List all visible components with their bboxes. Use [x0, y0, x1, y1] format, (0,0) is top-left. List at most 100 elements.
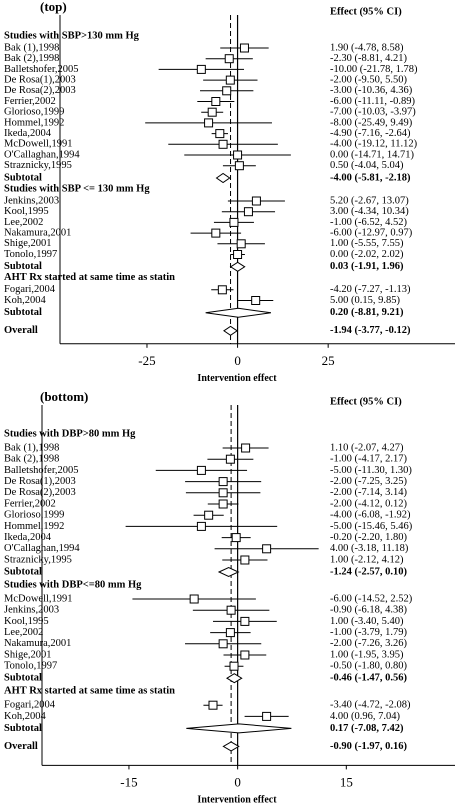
- subtotal-label: 0.17 (-7.08, 7.42): [330, 723, 404, 734]
- study-name: McDowell,1991: [4, 593, 73, 604]
- study-name: Nakamura,2001: [4, 228, 71, 239]
- study-box: [234, 161, 244, 171]
- subtotal-diamond: [215, 172, 231, 184]
- study-name: Fogari,2004: [4, 700, 56, 711]
- group-heading: Studies with DBP<=80 mm Hg: [4, 579, 142, 590]
- study-box: [196, 465, 206, 475]
- effect-label: -4.00 (-6.08, -1.92): [330, 510, 411, 521]
- study-name: Balletshofer,2005: [4, 465, 79, 476]
- study-name: Shige,2001: [4, 238, 52, 249]
- x-tick-label: 0: [234, 353, 241, 368]
- study-box: [240, 555, 250, 565]
- effect-label: -3.00 (-10.36, 4.36): [330, 85, 413, 96]
- study-name: Straznicky,1995: [4, 160, 72, 171]
- study-name: Ferrier,2002: [4, 498, 56, 509]
- effect-label: 1.90 (-4.78, 8.58): [330, 42, 404, 53]
- study-name: Shige,2001: [4, 649, 52, 660]
- study-box: [218, 488, 228, 498]
- study-box: [211, 228, 221, 238]
- subtotal-name: Subtotal: [4, 172, 42, 183]
- study-box: [243, 207, 253, 217]
- effect-label: 5.20 (-2.67, 13.07): [330, 195, 409, 206]
- group-heading: Studies with DBP>80 mm Hg: [4, 428, 136, 439]
- x-tick-label: -15: [120, 774, 137, 789]
- effect-label: -2.00 (-7.26, 3.26): [330, 638, 407, 649]
- effect-label: -6.00 (-14.52, 2.52): [330, 593, 413, 604]
- subtotal-name: Subtotal: [4, 261, 42, 272]
- study-box: [207, 107, 217, 117]
- study-name: Fogari,2004: [4, 284, 56, 295]
- subtotal-diamond: [229, 261, 246, 272]
- study-name: Kool,1995: [4, 206, 49, 217]
- study-name: Lee,2002: [4, 627, 43, 638]
- effect-label: -0.90 (-6.18, 4.38): [330, 605, 407, 616]
- study-box: [218, 499, 228, 509]
- study-name: Tonolo,1997: [4, 661, 57, 672]
- study-name: O'Callaghan,1994: [4, 149, 80, 160]
- effect-label: -2.00 (-4.12, 0.12): [330, 498, 407, 509]
- effect-label: 4.00 (0.96, 7.04): [330, 711, 400, 722]
- study-box: [241, 443, 251, 453]
- study-box: [251, 196, 261, 206]
- study-box: [239, 43, 249, 53]
- effect-label: -4.90 (-7.16, -2.64): [330, 128, 411, 139]
- study-name: Lee,2002: [4, 217, 43, 228]
- overall-name: Overall: [4, 325, 38, 336]
- study-name: Balletshofer,2005: [4, 64, 79, 75]
- study-name: Kool,1995: [4, 616, 49, 627]
- x-tick-label: 15: [340, 774, 353, 789]
- study-name: Ferrier,2002: [4, 96, 56, 107]
- subtotal-label: -4.00 (-5.81, -2.18): [330, 172, 411, 183]
- effect-label: -2.00 (-7.14, 3.14): [330, 487, 407, 498]
- study-name: Glorioso,1999: [4, 107, 64, 118]
- study-box: [231, 533, 241, 543]
- effect-label: 1.00 (-2.12, 4.12): [330, 554, 404, 565]
- study-box: [233, 150, 243, 160]
- overall-diamond: [222, 741, 240, 752]
- study-name: Jenkins,2003: [4, 195, 59, 206]
- effect-label: 5.00 (0.15, 9.85): [330, 295, 400, 306]
- effect-label: -1.00 (-3.79, 1.79): [330, 627, 407, 638]
- x-axis-label: Intervention effect: [197, 373, 277, 384]
- subtotal-name: Subtotal: [4, 673, 42, 684]
- study-box: [262, 711, 272, 721]
- study-name: Hommel,1992: [4, 521, 64, 532]
- effect-label: -8.00 (-25.49, 9.49): [330, 117, 413, 128]
- effect-label: 0.00 (-14.71, 14.71): [330, 149, 414, 160]
- effect-label: 1.00 (-5.55, 7.55): [330, 238, 404, 249]
- study-name: Bak (1),1998: [4, 442, 59, 453]
- effect-label: 0.50 (-4.04, 5.04): [330, 160, 404, 171]
- study-box: [211, 97, 221, 106]
- study-name: Ikeda,2004: [4, 128, 52, 139]
- effect-label: -6.00 (-12.97, 0.97): [330, 228, 413, 239]
- study-name: De Rosa(2),2003: [4, 487, 76, 498]
- study-box: [222, 86, 232, 96]
- overall-label: -1.94 (-3.77, -0.12): [330, 325, 411, 336]
- study-box: [240, 650, 250, 660]
- study-box: [240, 616, 250, 626]
- subtotal-name: Subtotal: [4, 723, 42, 734]
- panel-title: (top): [40, 0, 67, 14]
- x-tick-label: 25: [322, 353, 335, 368]
- group-heading: AHT Rx started at same time as statin: [4, 272, 175, 283]
- panel-title: (bottom): [40, 389, 88, 404]
- subtotal-diamond: [226, 673, 243, 684]
- effect-label: -2.00 (-9.50, 5.50): [330, 75, 407, 86]
- study-box: [196, 64, 206, 74]
- study-box: [225, 75, 235, 85]
- effect-label: -6.00 (-11.11, -0.89): [330, 96, 415, 107]
- effect-label: -2.00 (-7.25, 3.25): [330, 476, 407, 487]
- effect-label: 1.00 (-1.95, 3.95): [330, 649, 404, 660]
- study-box: [189, 594, 199, 604]
- study-name: Koh,2004: [4, 711, 46, 722]
- overall-label: -0.90 (-1.97, 0.16): [330, 741, 407, 752]
- subtotal-label: 0.20 (-8.81, 9.21): [330, 307, 404, 318]
- effect-label: -0.20 (-2.20, 1.80): [330, 532, 407, 543]
- effect-header: Effect (95% CI): [330, 6, 402, 17]
- study-box: [204, 118, 214, 128]
- subtotal-label: 0.03 (-1.91, 1.96): [330, 261, 404, 272]
- study-name: Bak (2),1998: [4, 53, 59, 64]
- group-heading: Studies with SBP>130 mm Hg: [4, 30, 140, 41]
- study-box: [262, 544, 272, 554]
- study-box: [218, 139, 228, 149]
